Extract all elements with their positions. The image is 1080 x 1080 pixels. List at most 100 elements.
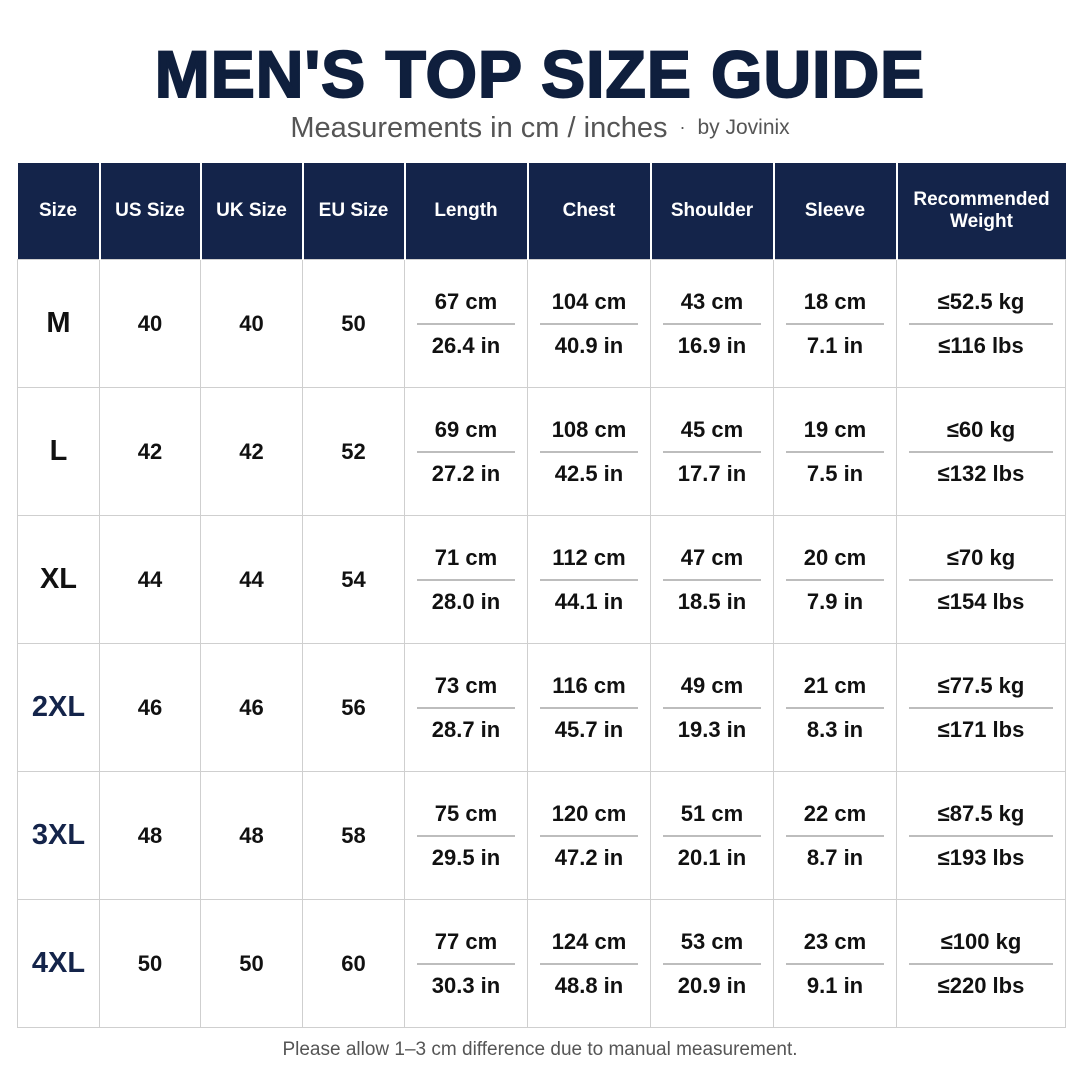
imperial-value: 18.5 in (677, 588, 747, 614)
imperial-value: 29.5 in (431, 844, 501, 870)
imperial-value: 28.7 in (431, 716, 501, 742)
table-row: M 40 40 50 67 cm 26.4 in 104 cm 40.9 in 43 cm 16.… (17, 259, 1066, 388)
table-body: M 40 40 50 67 cm 26.4 in 104 cm 40.9 in 43 cm 16.… (17, 259, 1066, 1028)
metric-value: 71 cm (417, 541, 515, 581)
metric-value: 22 cm (786, 797, 884, 837)
size-cell: 48 (200, 771, 303, 900)
column-header: Recommended Weight (895, 163, 1066, 260)
measure-cell: ≤52.5 kg ≤116 lbs (896, 259, 1066, 388)
size-cell: 54 (302, 515, 405, 644)
measure-cell: ≤100 kg ≤220 lbs (896, 899, 1066, 1028)
measure-cell: 22 cm 8.7 in (773, 771, 897, 900)
metric-value: 120 cm (540, 797, 638, 837)
imperial-value: 8.7 in (806, 844, 864, 870)
size-cell: 56 (302, 643, 405, 772)
measure-cell: 120 cm 47.2 in (527, 771, 651, 900)
header-row: Size US Size UK Size EU Size Length Chest Shou… (17, 163, 1066, 260)
metric-value: 73 cm (417, 669, 515, 709)
table-row: 4XL 50 50 60 77 cm 30.3 in 124 cm 48.8 in 53 cm 2… (17, 899, 1066, 1028)
metric-value: 53 cm (663, 925, 761, 965)
imperial-value: 17.7 in (677, 460, 747, 486)
size-cell: 40 (200, 259, 303, 388)
measure-cell: 51 cm 20.1 in (650, 771, 774, 900)
size-label: 3XL (17, 771, 100, 900)
metric-value: ≤60 kg (909, 413, 1053, 453)
measure-cell: 43 cm 16.9 in (650, 259, 774, 388)
measure-cell: 67 cm 26.4 in (404, 259, 528, 388)
imperial-value: 48.8 in (554, 972, 624, 998)
size-cell: 44 (200, 515, 303, 644)
metric-value: 23 cm (786, 925, 884, 965)
size-cell: 46 (200, 643, 303, 772)
measure-cell: ≤87.5 kg ≤193 lbs (896, 771, 1066, 900)
measure-cell: ≤60 kg ≤132 lbs (896, 387, 1066, 516)
metric-value: 69 cm (417, 413, 515, 453)
column-header: EU Size (301, 163, 405, 260)
imperial-value: ≤154 lbs (937, 588, 1025, 614)
size-label: XL (17, 515, 100, 644)
measure-cell: 77 cm 30.3 in (404, 899, 528, 1028)
brand: by Jovinix (697, 116, 790, 139)
size-label: 4XL (17, 899, 100, 1028)
measure-cell: 75 cm 29.5 in (404, 771, 528, 900)
measure-cell: 19 cm 7.5 in (773, 387, 897, 516)
measure-cell: 124 cm 48.8 in (527, 899, 651, 1028)
metric-value: ≤52.5 kg (909, 285, 1053, 325)
measure-cell: 69 cm 27.2 in (404, 387, 528, 516)
measure-cell: 18 cm 7.1 in (773, 259, 897, 388)
imperial-value: 45.7 in (554, 716, 624, 742)
imperial-value: 7.9 in (806, 588, 864, 614)
imperial-value: ≤193 lbs (937, 844, 1025, 870)
title: MEN'S TOP SIZE GUIDE (154, 36, 926, 112)
metric-value: 75 cm (417, 797, 515, 837)
imperial-value: 20.9 in (677, 972, 747, 998)
separator: · (679, 117, 686, 137)
metric-value: 20 cm (786, 541, 884, 581)
metric-value: 67 cm (417, 285, 515, 325)
measure-cell: 23 cm 9.1 in (773, 899, 897, 1028)
subtitle-line: Measurements in cm / inches · by Jovinix (0, 112, 1080, 145)
metric-value: 124 cm (540, 925, 638, 965)
measure-cell: 108 cm 42.5 in (527, 387, 651, 516)
footer-note: Please allow 1–3 cm difference due to ma… (282, 1039, 798, 1060)
measure-cell: 112 cm 44.1 in (527, 515, 651, 644)
table-row: 2XL 46 46 56 73 cm 28.7 in 116 cm 45.7 in 49 cm 1… (17, 643, 1066, 772)
size-cell: 50 (200, 899, 303, 1028)
metric-value: ≤87.5 kg (909, 797, 1053, 837)
metric-value: 112 cm (540, 541, 638, 581)
metric-value: 47 cm (663, 541, 761, 581)
column-header: UK Size (199, 163, 303, 260)
imperial-value: 30.3 in (431, 972, 501, 998)
imperial-value: ≤116 lbs (938, 332, 1024, 358)
measure-cell: ≤77.5 kg ≤171 lbs (896, 643, 1066, 772)
imperial-value: 42.5 in (554, 460, 624, 486)
imperial-value: 26.4 in (431, 332, 501, 358)
metric-value: 51 cm (663, 797, 761, 837)
subtitle: Measurements in cm / inches (290, 112, 668, 144)
table-row: 3XL 48 48 58 75 cm 29.5 in 120 cm 47.2 in 51 cm 2… (17, 771, 1066, 900)
size-table: Size US Size UK Size EU Size Length Chest Shou… (17, 163, 1066, 1028)
column-header: Shoulder (649, 163, 774, 260)
imperial-value: 19.3 in (677, 716, 747, 742)
measure-cell: 116 cm 45.7 in (527, 643, 651, 772)
size-cell: 60 (302, 899, 405, 1028)
measure-cell: 104 cm 40.9 in (527, 259, 651, 388)
imperial-value: 8.3 in (806, 716, 864, 742)
metric-value: ≤70 kg (909, 541, 1053, 581)
metric-value: 19 cm (786, 413, 884, 453)
metric-value: 18 cm (786, 285, 884, 325)
imperial-value: 7.5 in (806, 460, 864, 486)
imperial-value: ≤132 lbs (937, 460, 1025, 486)
imperial-value: 9.1 in (806, 972, 864, 998)
measure-cell: 21 cm 8.3 in (773, 643, 897, 772)
imperial-value: 27.2 in (431, 460, 501, 486)
column-header: Sleeve (772, 163, 897, 260)
metric-value: 108 cm (540, 413, 638, 453)
size-cell: 50 (99, 899, 201, 1028)
table-row: XL 44 44 54 71 cm 28.0 in 112 cm 44.1 in 47 cm 18… (17, 515, 1066, 644)
size-cell: 42 (200, 387, 303, 516)
imperial-value: ≤171 lbs (937, 716, 1025, 742)
imperial-value: 28.0 in (431, 588, 501, 614)
metric-value: 116 cm (540, 669, 638, 709)
